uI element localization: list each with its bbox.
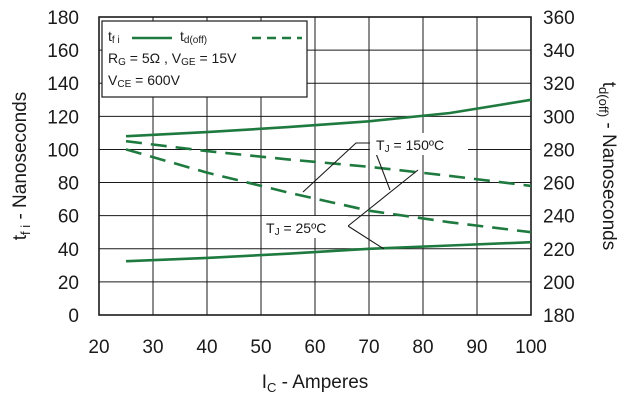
y-axis-right-title: td(off) - Nanoseconds [596,82,619,250]
y-left-tick-label: 60 [58,207,79,228]
y-axis-left-title: tf i - Nanoseconds [10,92,33,240]
annotation-leader-25 [347,169,419,227]
legend-condition-rg-vge: RG = 5Ω , VGE = 15V [108,50,237,68]
y-right-tick-label: 220 [543,240,575,261]
annotation-box-150 [370,133,468,155]
legend-entry-tdoff: td(off) [180,28,207,46]
y-left-tick-label: 160 [47,41,79,62]
y-left-tick-label: 100 [47,140,79,161]
series-line-tfi-1 [125,240,532,263]
x-tick-label: 80 [412,337,433,358]
legend-box [101,20,308,98]
y-right-tick-label: 240 [543,207,575,228]
legend-entry-tfi: tf i [108,28,120,46]
legend-condition-vce: VCE = 600V [108,72,181,90]
grid-lines [98,16,532,316]
y-left-tick-label: 20 [58,273,79,294]
annotation-label-25: TJ = 25ºC [266,220,326,238]
y-left-tick-label: 180 [47,8,79,29]
y-left-tick-label: 0 [68,306,79,327]
x-tick-label: 20 [88,337,109,358]
y-right-tick-label: 300 [543,107,575,128]
series-layer [125,98,532,263]
tick-labels: 20 30 40 50 60 70 80 90 100 0 20 40 60 80 100 120 140 160… [47,8,574,358]
x-tick-label: 60 [304,337,325,358]
y-right-tick-label: 200 [543,273,575,294]
annotation-tj-25: TJ = 25ºC [262,169,419,250]
annotation-leader-25b [347,225,385,250]
y-right-tick-label: 360 [543,8,575,29]
y-right-tick-label: 280 [543,140,575,161]
y-right-tick-label: 340 [543,41,575,62]
annotation-label-150: TJ = 150ºC [376,137,444,155]
x-tick-label: 50 [250,337,271,358]
annotation-box-25 [262,216,348,238]
annotation-leader-150 [302,142,370,193]
x-tick-label: 40 [196,337,217,358]
y-left-tick-label: 140 [47,74,79,95]
y-right-tick-label: 320 [543,74,575,95]
y-left-tick-label: 80 [58,174,79,195]
y-right-tick-label: 260 [543,174,575,195]
x-tick-label: 100 [515,337,547,358]
series-line-tdoff-2 [125,139,532,188]
annotation-tj-150: TJ = 150ºC [302,133,468,193]
series-line-tdoff-3 [125,148,532,234]
x-axis-title: IC - Amperes [262,372,369,395]
y-left-tick-label: 120 [47,107,79,128]
x-tick-label: 90 [466,337,487,358]
plot-frame [98,16,532,316]
series-line-tfi-0 [125,98,532,138]
y-left-tick-label: 40 [58,240,79,261]
legend: tf i td(off) RG = 5Ω , VGE = 15V VCE = 6… [101,20,308,98]
y-right-tick-label: 180 [543,306,575,327]
x-tick-label: 30 [142,337,163,358]
x-tick-label: 70 [358,337,379,358]
